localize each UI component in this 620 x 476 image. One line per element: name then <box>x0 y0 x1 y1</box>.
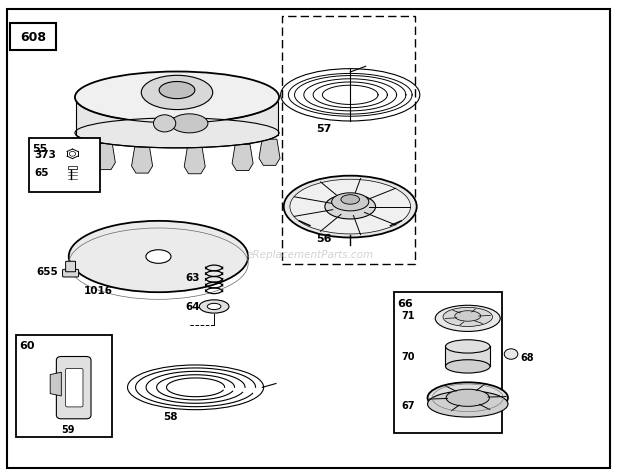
Ellipse shape <box>75 119 279 149</box>
Polygon shape <box>50 372 61 396</box>
Polygon shape <box>259 140 280 166</box>
Text: 608: 608 <box>20 31 46 44</box>
Polygon shape <box>184 149 205 174</box>
Ellipse shape <box>332 193 369 211</box>
Ellipse shape <box>454 311 480 321</box>
Text: 60: 60 <box>20 341 35 351</box>
Ellipse shape <box>290 180 410 235</box>
Ellipse shape <box>446 389 489 407</box>
FancyBboxPatch shape <box>7 10 610 468</box>
Ellipse shape <box>75 72 279 124</box>
Ellipse shape <box>428 391 508 417</box>
Text: 655: 655 <box>36 266 58 276</box>
FancyBboxPatch shape <box>63 270 79 278</box>
FancyBboxPatch shape <box>68 166 77 169</box>
FancyBboxPatch shape <box>29 139 100 193</box>
Text: 58: 58 <box>163 411 177 421</box>
Circle shape <box>504 349 518 359</box>
Ellipse shape <box>325 195 376 219</box>
Text: 65: 65 <box>35 168 49 178</box>
FancyBboxPatch shape <box>394 293 502 433</box>
Text: 68: 68 <box>520 353 534 363</box>
Text: 55: 55 <box>32 144 47 154</box>
Text: 59: 59 <box>61 424 74 434</box>
Text: eReplacementParts.com: eReplacementParts.com <box>246 249 374 259</box>
FancyBboxPatch shape <box>16 335 112 437</box>
Text: 373: 373 <box>35 149 56 159</box>
Text: 66: 66 <box>397 298 412 308</box>
FancyBboxPatch shape <box>56 357 91 419</box>
Circle shape <box>154 116 175 133</box>
Text: 71: 71 <box>401 310 414 320</box>
Ellipse shape <box>199 300 229 314</box>
Ellipse shape <box>69 221 248 293</box>
Ellipse shape <box>146 250 171 264</box>
Ellipse shape <box>443 308 492 327</box>
FancyBboxPatch shape <box>66 368 83 407</box>
FancyBboxPatch shape <box>10 24 56 50</box>
Text: 56: 56 <box>316 233 332 243</box>
Ellipse shape <box>284 176 417 238</box>
Polygon shape <box>71 139 92 165</box>
Text: 57: 57 <box>316 124 332 134</box>
Polygon shape <box>94 144 115 170</box>
FancyBboxPatch shape <box>66 262 76 272</box>
Ellipse shape <box>171 115 208 134</box>
Ellipse shape <box>207 304 221 310</box>
Polygon shape <box>131 148 153 174</box>
Text: 70: 70 <box>401 352 414 362</box>
Polygon shape <box>232 145 253 171</box>
Polygon shape <box>446 347 490 367</box>
Ellipse shape <box>446 340 490 353</box>
Text: 67: 67 <box>401 400 414 410</box>
Text: 64: 64 <box>185 301 200 311</box>
Ellipse shape <box>159 82 195 99</box>
Ellipse shape <box>141 76 213 110</box>
Ellipse shape <box>435 306 500 332</box>
Ellipse shape <box>341 195 360 205</box>
Ellipse shape <box>428 383 508 413</box>
Text: 1016: 1016 <box>84 285 113 295</box>
Text: 63: 63 <box>185 272 200 282</box>
FancyBboxPatch shape <box>282 17 415 264</box>
Ellipse shape <box>446 360 490 373</box>
